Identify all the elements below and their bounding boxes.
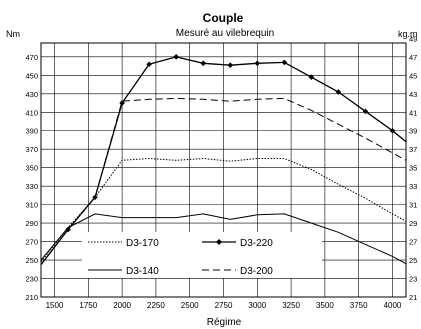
y-axis-left-unit: Nm [6, 29, 20, 39]
y-tick-label-left: 390 [25, 127, 38, 136]
x-tick-label: 2750 [215, 301, 233, 310]
y-tick-label-left: 470 [25, 53, 38, 62]
y-axis-right-unit: kg.m [398, 29, 418, 39]
y-tick-label-right: 35 [409, 164, 417, 173]
x-tick-label: 2000 [113, 301, 131, 310]
y-tick-label-left: 370 [25, 145, 38, 154]
y-tick-label-right: 25 [409, 256, 417, 265]
legend-label-d3-200: D3-200 [240, 266, 273, 277]
data-point-d3-220 [362, 108, 369, 115]
y-tick-label-left: 290 [25, 219, 38, 228]
y-tick-label-left: 310 [25, 201, 38, 210]
y-tick-label-right: 29 [409, 219, 417, 228]
x-tick-label: 1750 [79, 301, 97, 310]
legend-label-d3-220: D3-220 [240, 238, 273, 249]
x-tick-label: 1500 [46, 301, 64, 310]
y-tick-label-left: 330 [25, 182, 38, 191]
legend-marker-d3-220 [216, 239, 222, 245]
y-tick-label-right: 27 [409, 238, 417, 247]
y-tick-label-right: 33 [409, 182, 417, 191]
x-axis-label: Régime [207, 317, 242, 328]
y-tick-label-left: 210 [25, 293, 38, 302]
y-tick-label-right: 21 [409, 293, 417, 302]
x-tick-label: 2250 [147, 301, 165, 310]
y-tick-label-left: 450 [25, 71, 38, 80]
y-tick-label-right: 41 [409, 108, 417, 117]
data-point-d3-220 [173, 54, 179, 60]
legend-label-d3-140: D3-140 [126, 266, 159, 277]
data-point-d3-220 [254, 60, 261, 67]
y-tick-label-right: 47 [409, 53, 417, 62]
y-tick-label-left: 250 [25, 256, 38, 265]
y-tick-label-left: 230 [25, 275, 38, 284]
chart-subtitle: Mesuré au vilebrequin [176, 28, 274, 39]
data-point-d3-220 [146, 61, 152, 68]
data-point-d3-220 [389, 127, 396, 134]
x-tick-label: 2500 [181, 301, 199, 310]
legend-label-d3-170: D3-170 [126, 238, 159, 249]
data-point-d3-220 [200, 60, 207, 67]
y-tick-label-left: 350 [25, 164, 38, 173]
data-point-d3-220 [335, 89, 342, 95]
data-point-d3-220 [308, 74, 315, 80]
data-point-d3-220 [281, 59, 288, 66]
x-tick-label: 3500 [316, 301, 334, 310]
data-point-d3-220 [92, 194, 98, 201]
y-tick-label-right: 23 [409, 275, 417, 284]
chart-title: Couple [203, 11, 244, 25]
y-tick-label-right: 45 [409, 71, 417, 80]
y-tick-label-right: 31 [409, 201, 417, 210]
y-tick-label-left: 410 [25, 108, 38, 117]
y-tick-label-left: 270 [25, 238, 38, 247]
x-tick-label: 3000 [248, 301, 266, 310]
series-line-d3-170 [40, 157, 407, 263]
data-point-d3-220 [227, 62, 234, 68]
y-tick-label-left: 430 [25, 90, 38, 99]
series-line-d3-140 [40, 213, 407, 265]
y-tick-label-right: 39 [409, 127, 417, 136]
y-tick-label-right: 37 [409, 145, 417, 154]
y-tick-label-right: 43 [409, 90, 417, 99]
x-tick-label: 3250 [282, 301, 300, 310]
plot-area: 210 230 250 270 290 310 330 350 370 390 410 430 450 4… [25, 34, 417, 310]
y-tick-label-right: 49 [409, 34, 417, 43]
x-tick-label: 4000 [384, 301, 402, 310]
x-tick-label: 3750 [350, 301, 368, 310]
plot-frame [40, 42, 407, 298]
legend-box [82, 232, 322, 278]
